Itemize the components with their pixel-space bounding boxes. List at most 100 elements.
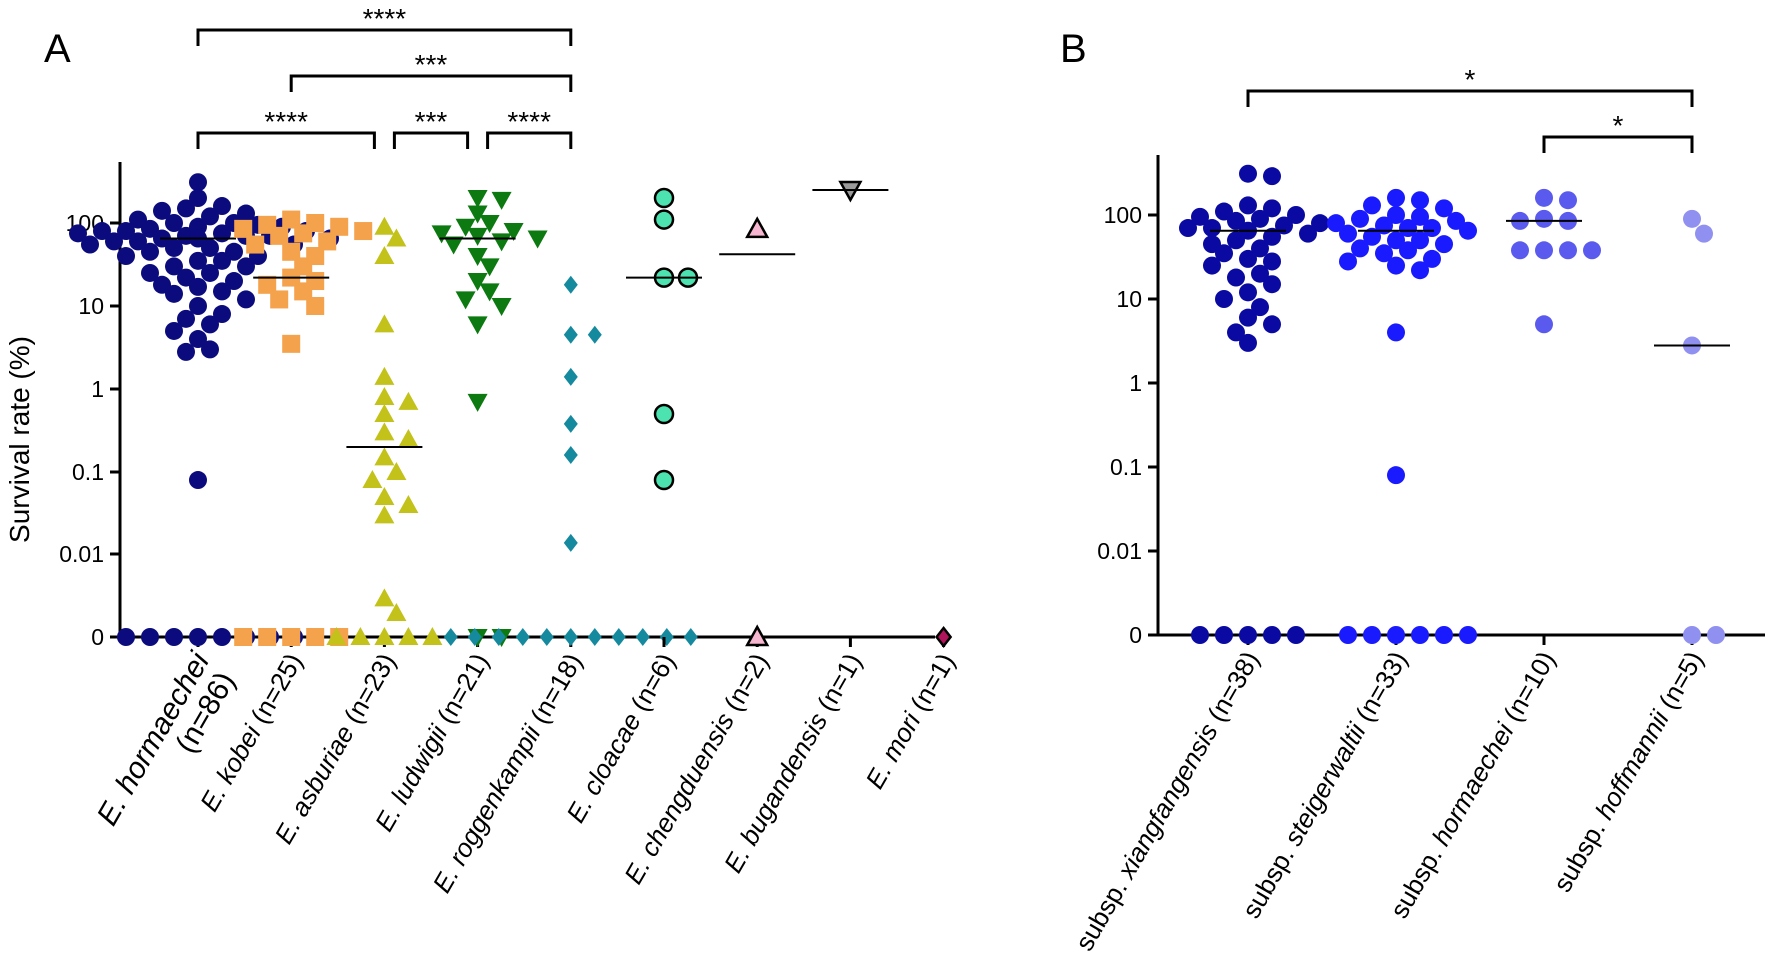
data-point [189, 330, 207, 349]
data-point [1435, 235, 1453, 254]
data-point [527, 230, 548, 249]
data-point [1251, 209, 1269, 228]
data-point [1263, 227, 1281, 246]
data-point [467, 393, 488, 412]
data-point [117, 628, 135, 646]
data-point [234, 219, 253, 238]
data-point [1435, 199, 1453, 218]
y-tick-label: 0.01 [1097, 538, 1142, 564]
data-point [398, 391, 419, 410]
data-point [1263, 167, 1281, 186]
data-point [165, 214, 183, 232]
data-point [189, 173, 207, 192]
data-point [1683, 209, 1701, 228]
data-point [563, 446, 578, 465]
y-tick-label: 0.1 [72, 459, 104, 485]
data-point [398, 627, 419, 645]
data-point [539, 628, 554, 646]
data-point [1363, 196, 1381, 215]
data-point [1411, 261, 1429, 280]
data-point [201, 340, 219, 359]
data-point [1299, 224, 1317, 243]
data-point [1387, 206, 1405, 224]
data-point [306, 628, 325, 646]
data-point [374, 403, 395, 422]
category-label: subsp. steigerwaltii (n=33) [1236, 646, 1413, 923]
y-axis-label: Survival rate (%) [4, 336, 35, 543]
y-tick-label: 0.1 [1110, 454, 1142, 480]
y-tick-label: 0 [91, 624, 104, 650]
data-point [635, 628, 650, 646]
data-point [258, 628, 277, 646]
data-point [935, 625, 953, 649]
data-point [1263, 626, 1281, 644]
significance-bracket [196, 131, 376, 149]
data-point [467, 273, 488, 292]
data-point [653, 187, 675, 209]
data-point [282, 242, 301, 261]
data-point [563, 275, 578, 294]
significance-bracket [1246, 89, 1694, 107]
data-point [1227, 231, 1245, 250]
data-point [374, 422, 395, 441]
data-point [398, 428, 419, 447]
significance-label: *** [415, 49, 448, 80]
data-point [1179, 219, 1197, 238]
data-point [270, 226, 289, 245]
significance-label: **** [264, 106, 308, 137]
data-point [1399, 241, 1417, 260]
data-point [93, 222, 111, 241]
data-point [117, 247, 135, 266]
data-point [1239, 283, 1257, 302]
data-point [1203, 219, 1221, 238]
data-point [1239, 626, 1257, 644]
data-point [386, 462, 407, 480]
data-point [398, 495, 419, 514]
data-point [467, 628, 482, 646]
data-point [189, 297, 207, 315]
data-point [1411, 231, 1429, 250]
data-point [1263, 199, 1281, 218]
category-label: E. mori (n=1) [859, 648, 960, 794]
data-point [479, 215, 500, 233]
y-tick-label: 10 [78, 293, 104, 319]
data-point [467, 248, 488, 267]
data-point [653, 469, 675, 491]
data-point [141, 219, 159, 238]
data-point [1351, 239, 1369, 258]
data-point [1239, 196, 1257, 215]
data-point [1215, 244, 1233, 263]
data-point [189, 471, 207, 490]
data-point [1263, 252, 1281, 271]
data-point [165, 628, 183, 646]
significance-label: * [1465, 64, 1476, 95]
data-point [455, 218, 476, 237]
data-point [330, 217, 349, 236]
data-point [587, 628, 602, 646]
data-point [177, 309, 195, 328]
significance-label: **** [363, 3, 407, 34]
data-point [1387, 188, 1405, 207]
data-point [563, 367, 578, 386]
series-e-cloacae: E. cloacae (n=6) [560, 187, 702, 828]
category-label: E. hormaechei(n=86) [91, 646, 245, 847]
data-point [1327, 214, 1345, 233]
data-point [467, 227, 488, 246]
data-point [1251, 298, 1269, 317]
data-point [455, 291, 476, 310]
data-point [515, 628, 530, 646]
data-point [213, 251, 231, 270]
data-point [141, 242, 159, 261]
data-point [1387, 231, 1405, 250]
data-point [246, 235, 265, 254]
data-point [443, 236, 464, 255]
data-point [225, 272, 243, 291]
data-point [1387, 466, 1405, 485]
data-point [213, 282, 231, 301]
data-point [374, 216, 395, 235]
significance-label: **** [507, 106, 551, 137]
data-point [1239, 333, 1257, 352]
data-point [294, 282, 313, 301]
data-point [326, 627, 347, 645]
data-point [69, 224, 87, 243]
